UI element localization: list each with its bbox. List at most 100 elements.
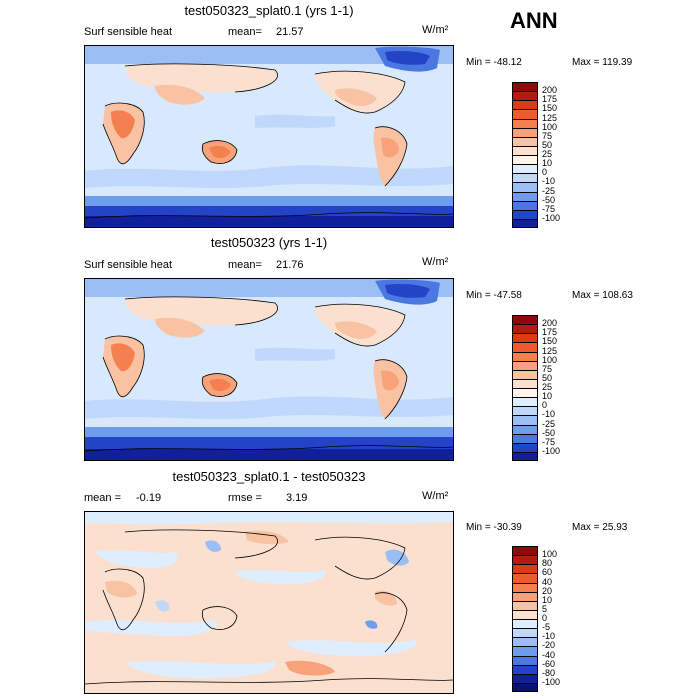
panel-1-min: Min = -48.12 bbox=[466, 57, 522, 68]
colorbar-swatch bbox=[512, 673, 538, 683]
colorbar-tick-label: 200 bbox=[542, 85, 558, 96]
colorbar-tick-label: -20 bbox=[542, 640, 556, 651]
colorbar-swatch bbox=[512, 109, 538, 119]
colorbar-swatch bbox=[512, 182, 538, 192]
colorbar-tick-label: 125 bbox=[542, 345, 558, 356]
colorbar-swatch bbox=[512, 628, 538, 638]
panel-3-title: test050323_splat0.1 - test050323 bbox=[172, 469, 366, 484]
colorbar-tick-label: 25 bbox=[542, 382, 553, 392]
colorbar-swatch bbox=[512, 315, 538, 325]
colorbar-swatch bbox=[512, 415, 538, 425]
colorbar-tick-label: 10 bbox=[542, 594, 553, 605]
colorbar-tick-label: 125 bbox=[542, 112, 558, 123]
panel-3-rmse-value: 3.19 bbox=[286, 492, 308, 504]
colorbar-tick-label: -5 bbox=[542, 622, 551, 633]
colorbar-tick-label: 100 bbox=[542, 549, 558, 560]
panel-3-mean-label: mean = bbox=[84, 492, 121, 504]
panel-1-units: W/m² bbox=[422, 24, 449, 36]
colorbar-swatch bbox=[512, 82, 538, 92]
colorbar-swatch bbox=[512, 164, 538, 174]
panel-2-units: W/m² bbox=[422, 256, 449, 268]
colorbar-swatch bbox=[512, 218, 538, 228]
colorbar-tick-label: 10 bbox=[542, 391, 553, 402]
colorbar-frame bbox=[512, 546, 538, 692]
colorbar-swatch bbox=[512, 442, 538, 452]
colorbar-tick-label: 0 bbox=[542, 613, 548, 623]
colorbar-swatch bbox=[512, 351, 538, 361]
colorbar-swatch bbox=[512, 191, 538, 201]
colorbar-swatch bbox=[512, 424, 538, 434]
panel-2-mean-value: 21.76 bbox=[276, 259, 304, 271]
colorbar-tick-label: 50 bbox=[542, 139, 553, 150]
colorbar-tick-label: -25 bbox=[542, 418, 556, 429]
colorbar-tick-label: 80 bbox=[542, 558, 553, 569]
panel-2-title: test050323 (yrs 1-1) bbox=[210, 235, 328, 250]
colorbar-tick-label: 150 bbox=[542, 336, 558, 347]
panel-2-mean-label: mean= bbox=[228, 259, 262, 271]
colorbar-swatch bbox=[512, 100, 538, 110]
colorbar-swatch bbox=[512, 136, 538, 146]
colorbar-tick-label: 75 bbox=[542, 130, 553, 141]
colorbar-tick-label: -100 bbox=[542, 212, 561, 223]
colorbar-tick-label: -50 bbox=[542, 194, 556, 205]
colorbar-swatch bbox=[512, 682, 538, 692]
colorbar-tick-label: -100 bbox=[542, 445, 561, 456]
colorbar-swatch bbox=[512, 646, 538, 656]
colorbar-swatch bbox=[512, 360, 538, 370]
colorbar-tick-label: 75 bbox=[542, 363, 553, 374]
world-map-sensible-heat-control bbox=[85, 279, 453, 460]
panel-1-mean-label: mean= bbox=[228, 26, 262, 38]
panel-3-rmse-label: rmse = bbox=[228, 492, 262, 504]
colorbar-swatch bbox=[512, 582, 538, 592]
panel-1-mean-value: 21.57 bbox=[276, 26, 304, 38]
colorbar-tick-label: -80 bbox=[542, 667, 556, 678]
colorbar-swatch bbox=[512, 655, 538, 665]
colorbar-tick-label: -75 bbox=[542, 203, 556, 214]
colorbar-tick-label: 175 bbox=[542, 327, 558, 338]
colorbar-swatch bbox=[512, 127, 538, 137]
panel-3-colorbar: 100 80 60 40 20 10 5 0 -5 -10 -20 -40 -60 -80 -100 bbox=[512, 546, 592, 692]
colorbar-swatch bbox=[512, 433, 538, 443]
colorbar-tick-label: 60 bbox=[542, 567, 553, 578]
colorbar-swatch bbox=[512, 324, 538, 334]
world-map-sensible-heat-difference bbox=[85, 512, 453, 693]
panel-3-units: W/m² bbox=[422, 490, 449, 502]
colorbar-tick-label: -40 bbox=[542, 649, 556, 660]
colorbar-swatch bbox=[512, 619, 538, 629]
colorbar-tick-label: -10 bbox=[542, 631, 556, 642]
colorbar-swatch bbox=[512, 600, 538, 610]
panel-2-colorbar: 200 175 150 125 100 75 50 25 10 0 -10 -25 -50 -75 -100 bbox=[512, 315, 592, 461]
panel-2-variable-label: Surf sensible heat bbox=[84, 259, 173, 271]
panel-1-colorbar: 200 175 150 125 100 75 50 25 10 0 -10 -25 -50 -75 -100 bbox=[512, 82, 592, 228]
colorbar-swatch bbox=[512, 155, 538, 165]
colorbar-swatch bbox=[512, 609, 538, 619]
colorbar-tick-label: 20 bbox=[542, 585, 553, 596]
colorbar-swatch bbox=[512, 333, 538, 343]
colorbar-tick-label: 25 bbox=[542, 149, 553, 159]
colorbar-tick-label: 0 bbox=[542, 400, 548, 411]
colorbar-swatch bbox=[512, 397, 538, 407]
panel-2-map bbox=[84, 278, 454, 461]
colorbar-swatch bbox=[512, 573, 538, 583]
colorbar-tick-label: -25 bbox=[542, 185, 556, 196]
colorbar-swatch bbox=[512, 342, 538, 352]
colorbar-swatch bbox=[512, 369, 538, 379]
panel-1-variable-label: Surf sensible heat bbox=[84, 26, 173, 38]
colorbar-swatch bbox=[512, 664, 538, 674]
colorbar-tick-label: -50 bbox=[542, 427, 556, 438]
colorbar-swatch bbox=[512, 406, 538, 416]
colorbar-tick-label: 175 bbox=[542, 94, 558, 105]
colorbar-tick-label: 50 bbox=[542, 372, 553, 383]
colorbar-swatch bbox=[512, 637, 538, 647]
colorbar-tick-label: 200 bbox=[542, 318, 558, 329]
colorbar-swatch bbox=[512, 564, 538, 574]
colorbar-tick-label: 40 bbox=[542, 576, 553, 587]
world-map-sensible-heat-test bbox=[85, 46, 453, 227]
colorbar-frame bbox=[512, 315, 538, 461]
colorbar-swatch bbox=[512, 118, 538, 128]
colorbar-tick-label: -60 bbox=[542, 658, 556, 669]
colorbar-swatch bbox=[512, 555, 538, 565]
colorbar-tick-label: 100 bbox=[542, 121, 558, 132]
panel-2-min: Min = -47.58 bbox=[466, 290, 522, 301]
colorbar-swatch bbox=[512, 91, 538, 101]
